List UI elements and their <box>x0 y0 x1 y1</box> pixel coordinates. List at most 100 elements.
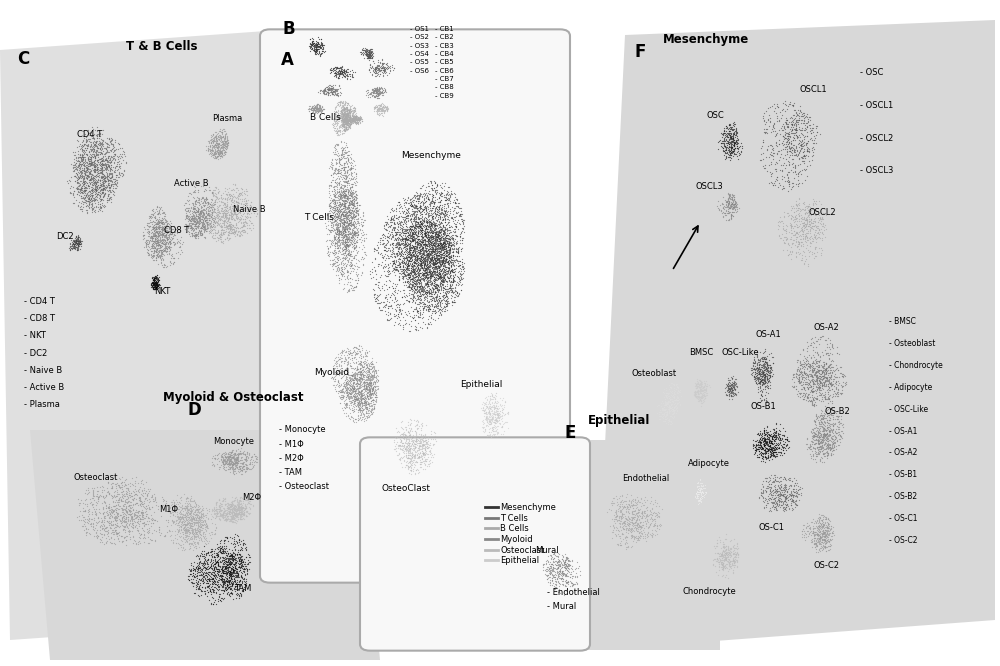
Point <box>760 444 776 455</box>
Point <box>342 103 358 113</box>
Point <box>350 367 366 378</box>
Point <box>435 229 451 240</box>
Point <box>333 258 349 269</box>
Point <box>409 237 425 248</box>
Point <box>406 243 422 254</box>
Point <box>814 510 830 521</box>
Point <box>409 307 425 318</box>
Point <box>720 372 736 383</box>
Point <box>144 243 160 254</box>
Point <box>208 130 224 141</box>
Point <box>343 381 359 392</box>
Point <box>618 496 634 506</box>
Point <box>144 491 160 501</box>
Point <box>760 427 776 438</box>
Point <box>331 189 347 200</box>
Point <box>185 186 201 197</box>
Point <box>695 385 711 396</box>
Point <box>426 266 442 277</box>
Point <box>816 531 832 542</box>
Point <box>767 432 783 443</box>
Point <box>95 151 111 161</box>
Point <box>400 259 416 270</box>
Point <box>76 181 92 192</box>
Point <box>785 135 801 145</box>
Point <box>419 254 435 264</box>
Point <box>184 506 200 517</box>
Point <box>808 411 824 422</box>
Point <box>435 214 451 225</box>
Point <box>218 136 234 147</box>
Point <box>720 381 736 392</box>
Point <box>337 226 353 236</box>
Point <box>339 239 355 250</box>
Point <box>104 152 120 163</box>
Point <box>481 413 497 424</box>
Point <box>343 227 359 238</box>
Point <box>422 290 438 301</box>
Point <box>118 512 134 523</box>
Point <box>661 380 677 391</box>
Point <box>226 226 242 237</box>
Point <box>77 184 93 195</box>
Point <box>666 388 682 399</box>
Point <box>99 194 115 205</box>
Point <box>232 213 248 224</box>
Point <box>338 353 354 364</box>
Point <box>402 282 418 292</box>
Point <box>632 529 648 540</box>
Point <box>177 533 193 544</box>
Point <box>74 182 90 193</box>
Point <box>755 356 771 366</box>
Point <box>342 113 358 124</box>
Point <box>445 277 461 288</box>
Point <box>306 105 322 115</box>
Point <box>199 208 215 219</box>
Point <box>349 247 365 258</box>
Point <box>216 507 232 517</box>
Point <box>337 185 353 196</box>
Point <box>338 109 354 119</box>
Point <box>447 188 463 199</box>
Point <box>358 402 374 412</box>
Point <box>143 230 159 241</box>
Point <box>416 216 432 227</box>
Point <box>440 234 456 244</box>
Point <box>332 242 348 252</box>
Point <box>220 498 236 508</box>
Point <box>714 556 730 567</box>
Point <box>378 101 394 112</box>
Point <box>386 437 402 448</box>
Point <box>352 212 368 222</box>
Point <box>756 370 772 381</box>
Point <box>427 286 443 297</box>
Point <box>432 270 448 281</box>
Point <box>233 188 249 199</box>
Point <box>152 251 168 262</box>
Point <box>437 209 453 220</box>
Point <box>801 146 817 157</box>
Point <box>806 221 822 232</box>
Point <box>690 493 706 503</box>
Point <box>370 371 386 382</box>
Point <box>436 253 452 264</box>
Point <box>426 216 442 227</box>
Point <box>417 201 433 212</box>
Point <box>106 509 122 519</box>
Point <box>349 232 365 242</box>
Point <box>807 198 823 208</box>
Point <box>212 552 228 563</box>
Point <box>176 522 192 533</box>
Point <box>425 257 441 268</box>
Point <box>421 286 437 297</box>
Point <box>193 520 209 531</box>
Point <box>99 196 115 207</box>
Point <box>346 345 362 356</box>
Point <box>161 232 177 243</box>
Point <box>388 234 404 245</box>
Point <box>237 494 253 505</box>
Point <box>235 507 251 518</box>
Point <box>210 148 226 159</box>
Point <box>811 444 827 454</box>
Point <box>821 374 837 384</box>
